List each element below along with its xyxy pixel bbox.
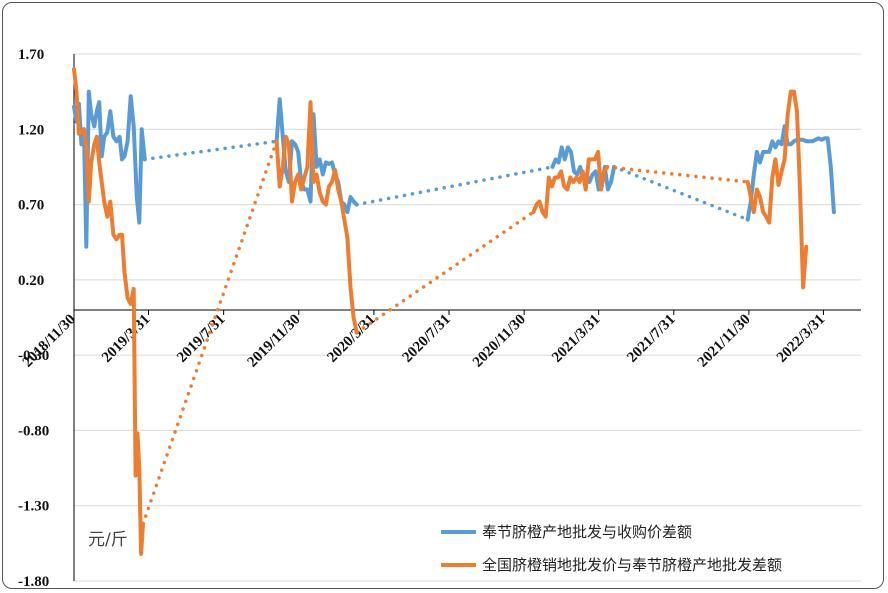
y-tick-label: -1.80 xyxy=(18,574,49,590)
series-1 xyxy=(72,89,836,249)
series-gap-dotted-line xyxy=(143,139,279,162)
y-tick-label: 1.20 xyxy=(18,122,44,138)
x-tick-label: 2021/7/31 xyxy=(624,311,678,365)
y-tick-label: -0.80 xyxy=(18,423,49,439)
x-tick-label: 2021/3/31 xyxy=(549,311,603,365)
series-lines xyxy=(72,67,836,556)
gridlines xyxy=(74,53,861,582)
series-gap-dotted-line xyxy=(354,165,555,207)
legend-label-series-1: 奉节脐橙产地批发与收购价差额 xyxy=(482,523,692,541)
series-gap-dotted-line xyxy=(612,165,750,222)
y-axis-ticks: 1.70 1.20 0.70 0.20 -0.30 -0.80 -1.30 -1.80 xyxy=(18,47,49,590)
legend-label-series-2: 全国脐橙销地批发价与奉节脐橙产地批发差额 xyxy=(482,556,782,574)
series-gap-dotted-line xyxy=(605,165,750,184)
series-line-segment xyxy=(745,124,836,222)
series-2 xyxy=(72,67,809,556)
x-tick-label: 2020/3/31 xyxy=(324,311,378,365)
y-tick-label: 0.70 xyxy=(18,198,44,214)
y-tick-label: 0.20 xyxy=(18,273,44,289)
series-line-segment xyxy=(72,67,145,556)
legend: 奉节脐橙产地批发与收购价差额 全国脐橙销地批发价与奉节脐橙产地批发差额 xyxy=(441,523,782,574)
series-gap-dotted-line xyxy=(141,139,279,526)
x-tick-label: 2018/11/30 xyxy=(20,311,79,370)
x-tick-label: 2020/7/31 xyxy=(400,311,454,365)
x-tick-label: 2021/11/30 xyxy=(695,311,754,370)
unit-label: 元/斤 xyxy=(88,530,128,550)
x-axis-ticks: 2018/11/30 2019/3/31 2019/7/31 2019/11/30 20… xyxy=(20,309,828,371)
x-tick-label: 2019/11/30 xyxy=(245,311,304,370)
x-tick-label: 2019/3/31 xyxy=(99,311,153,365)
series-line-segment xyxy=(274,100,359,335)
x-tick-label: 2022/3/31 xyxy=(774,311,828,365)
y-tick-label: -1.30 xyxy=(18,499,49,515)
x-tick-label: 2019/7/31 xyxy=(174,311,228,365)
x-tick-label: 2020/11/30 xyxy=(470,311,529,370)
series-line-segment xyxy=(745,89,809,290)
y-tick-label: -0.30 xyxy=(18,348,49,364)
y-tick-label: 1.70 xyxy=(18,47,44,63)
series-line-segment xyxy=(531,149,610,219)
series-line-segment xyxy=(72,89,147,249)
series-gap-dotted-line xyxy=(354,210,536,335)
